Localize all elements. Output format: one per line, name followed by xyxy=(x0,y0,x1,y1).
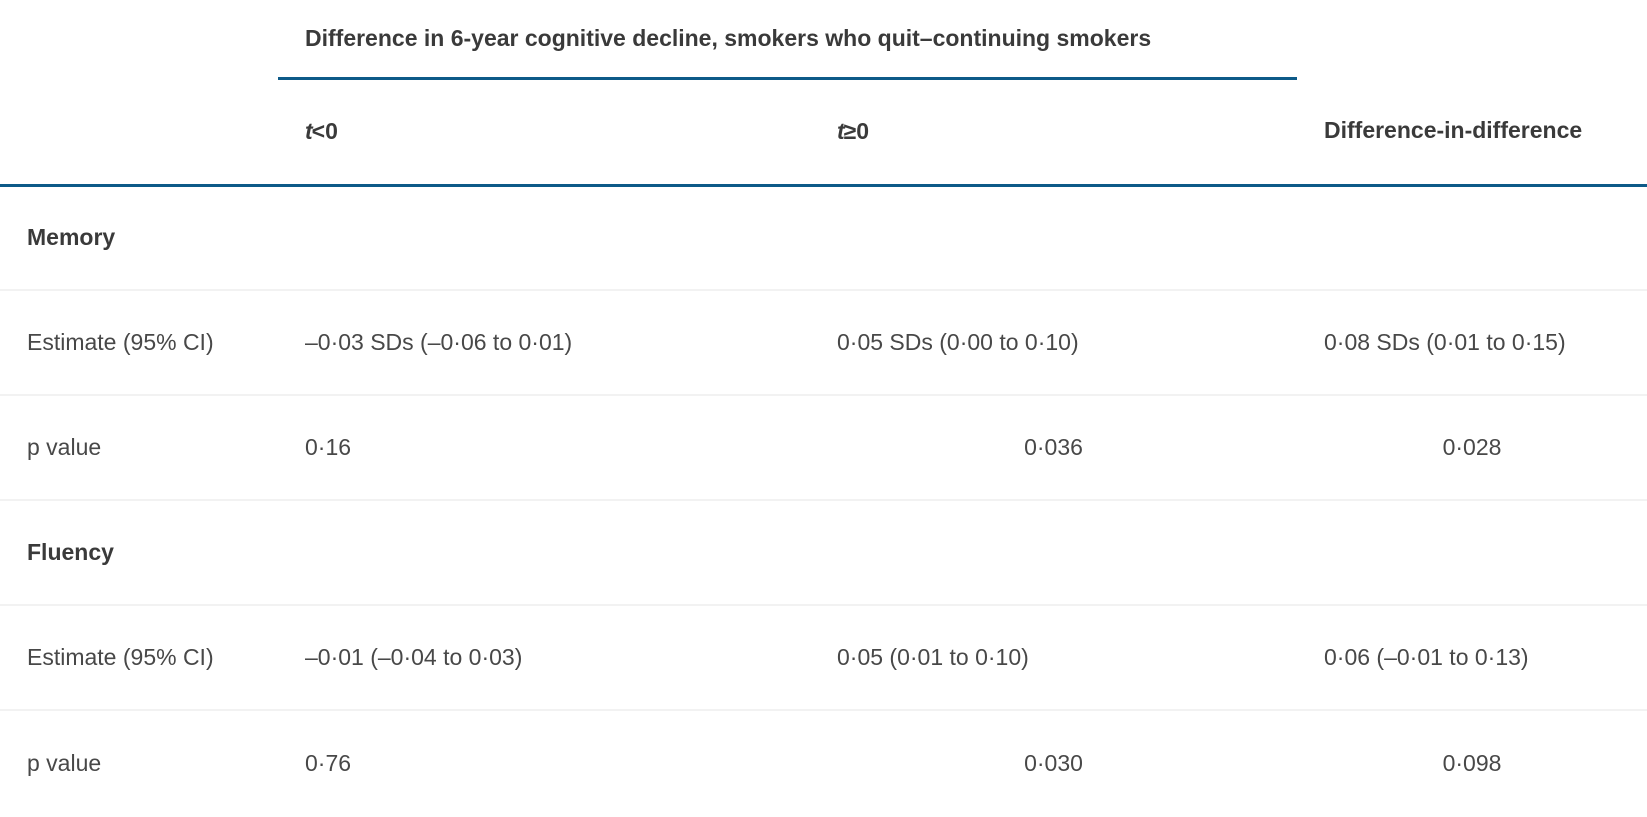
memory-p-t-lt-0: 0·16 xyxy=(278,394,810,500)
fluency-estimate-t-lt-0: –0·01 (–0·04 to 0·03) xyxy=(278,604,810,710)
empty-cell xyxy=(810,499,1297,605)
fluency-estimate-did: 0·06 (–0·01 to 0·13) xyxy=(1297,604,1647,710)
memory-p-did: 0·028 xyxy=(1297,394,1647,500)
row-fluency-estimate: Estimate (95% CI) –0·01 (–0·04 to 0·03) … xyxy=(0,604,1647,710)
spanner-header-row: Difference in 6-year cognitive decline, … xyxy=(0,0,1647,80)
row-memory-estimate: Estimate (95% CI) –0·03 SDs (–0·06 to 0·… xyxy=(0,289,1647,395)
section-row-fluency: Fluency xyxy=(0,499,1647,605)
fluency-p-did: 0·098 xyxy=(1297,709,1647,815)
memory-estimate-t-lt-0: –0·03 SDs (–0·06 to 0·01) xyxy=(278,289,810,395)
row-memory-p-value: p value 0·16 0·036 0·028 xyxy=(0,394,1647,500)
fluency-estimate-t-ge-0: 0·05 (0·01 to 0·10) xyxy=(810,604,1297,710)
stub-header-cell xyxy=(0,78,278,187)
t-symbol: t xyxy=(305,118,313,144)
column-headers-row: t<0 t≥0 Difference-in-difference xyxy=(0,78,1647,187)
section-label-memory: Memory xyxy=(27,224,116,251)
ge-zero-text: ≥0 xyxy=(843,118,870,144)
row-label-p-value: p value xyxy=(0,709,278,815)
row-fluency-p-value: p value 0·76 0·030 0·098 xyxy=(0,709,1647,815)
spacer-cell xyxy=(0,0,278,78)
memory-estimate-did: 0·08 SDs (0·01 to 0·15) xyxy=(1297,289,1647,395)
fluency-p-t-ge-0: 0·030 xyxy=(810,709,1297,815)
empty-cell xyxy=(1297,499,1647,605)
spacer-cell xyxy=(1297,0,1647,78)
empty-cell xyxy=(1297,185,1647,290)
row-label-estimate: Estimate (95% CI) xyxy=(0,604,278,710)
col-header-t-ge-0: t≥0 xyxy=(810,78,1297,187)
empty-cell xyxy=(278,185,810,290)
memory-estimate-t-ge-0: 0·05 SDs (0·00 to 0·10) xyxy=(810,289,1297,395)
col-header-t-lt-0: t<0 xyxy=(278,78,810,187)
memory-p-t-ge-0: 0·036 xyxy=(810,394,1297,500)
col-header-difference-in-difference: Difference-in-difference xyxy=(1297,78,1647,187)
row-label-p-value: p value xyxy=(0,394,278,500)
section-label-fluency: Fluency xyxy=(0,499,278,605)
section-row-memory: Memory xyxy=(0,185,1647,290)
row-label-estimate: Estimate (95% CI) xyxy=(0,289,278,395)
spanner-heading-text: Difference in 6-year cognitive decline, … xyxy=(305,24,1152,51)
lt-zero-text: <0 xyxy=(311,118,338,144)
spanner-heading: Difference in 6-year cognitive decline, … xyxy=(278,0,1297,80)
t-symbol: t xyxy=(837,118,845,144)
empty-cell xyxy=(810,185,1297,290)
did-header-text: Difference-in-difference xyxy=(1324,117,1583,144)
empty-cell xyxy=(278,499,810,605)
fluency-p-t-lt-0: 0·76 xyxy=(278,709,810,815)
